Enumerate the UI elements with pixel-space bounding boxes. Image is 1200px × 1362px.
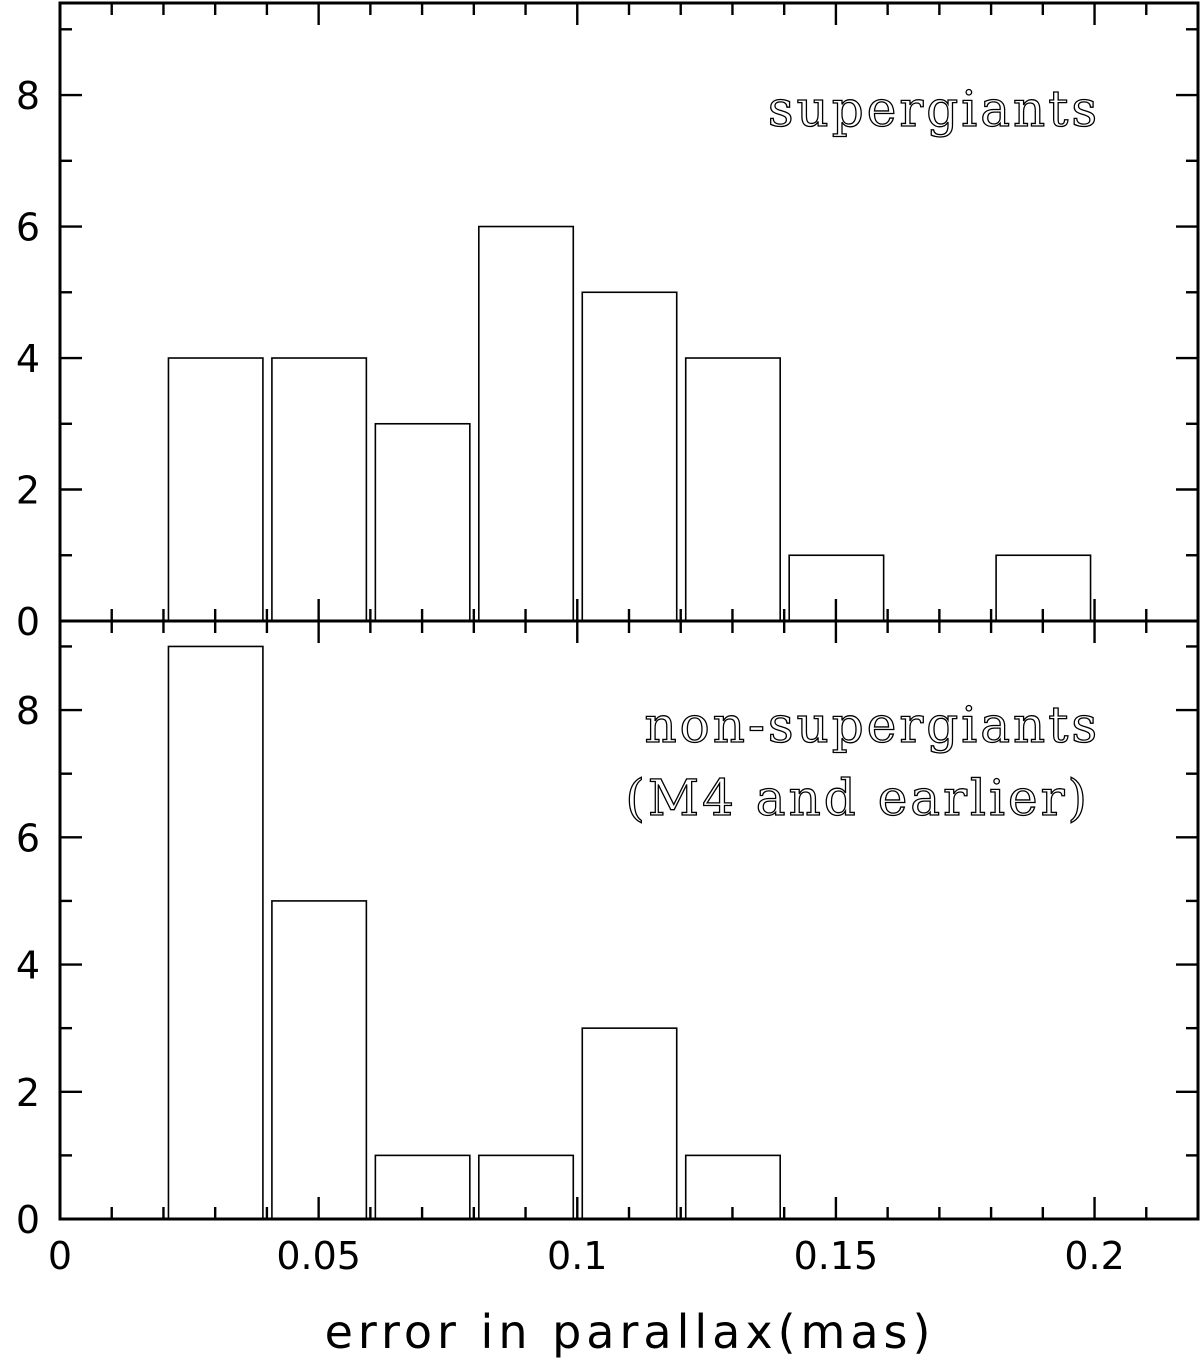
x-tick-label: 0 <box>48 1234 72 1278</box>
y-tick-label: 8 <box>16 689 40 733</box>
y-tick-label: 4 <box>16 337 40 381</box>
histogram-bar <box>271 900 368 1220</box>
non-supergiants-panel: 0 2 4 6 8 0 0.05 0.1 0.15 0.2 <box>16 619 1200 1278</box>
histogram-bar <box>374 422 471 622</box>
histogram-bar <box>684 357 781 622</box>
x-axis-title: error in parallax(mas) <box>325 1305 936 1359</box>
y-tick-label: 6 <box>16 816 40 860</box>
histogram-bar <box>478 225 575 622</box>
histogram-bar <box>167 357 264 622</box>
y-tick-label: 8 <box>16 74 40 118</box>
y-tick-label: 2 <box>16 1071 40 1115</box>
x-tick-label: 0.15 <box>794 1234 879 1278</box>
y-tick-label: 0 <box>16 600 40 644</box>
histogram-bar <box>581 291 678 622</box>
panel-label-non-supergiants: non-supergiants <box>644 696 1100 754</box>
panel-label-supergiants: supergiants <box>768 80 1100 138</box>
x-tick-label: 0.1 <box>547 1234 607 1278</box>
histogram-bar <box>581 1027 678 1220</box>
y-tick-label: 2 <box>16 469 40 513</box>
x-tick-label: 0.05 <box>276 1234 361 1278</box>
y-tick-label: 6 <box>16 206 40 250</box>
y-tick-label: 4 <box>16 944 40 988</box>
histogram-bar <box>167 645 264 1220</box>
panel-label-spectral-range: (M4 and earlier) <box>625 769 1090 827</box>
y-tick-label: 0 <box>16 1198 40 1242</box>
x-tick-label: 0.2 <box>1064 1234 1124 1278</box>
histogram-bar <box>271 357 368 622</box>
